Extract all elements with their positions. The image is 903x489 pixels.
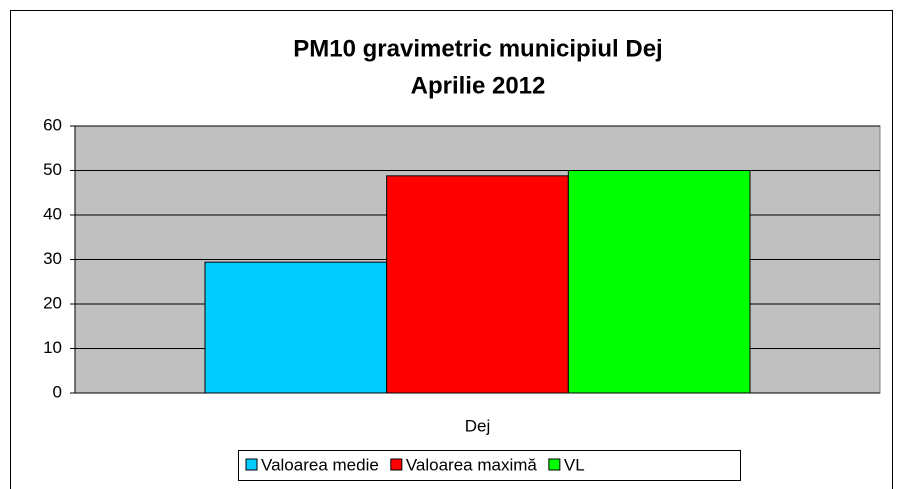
y-tick-label: 20 — [43, 293, 62, 312]
y-tick-label: 40 — [43, 204, 62, 223]
x-tick-label: Dej — [465, 416, 491, 435]
legend-label: Valoarea maximă — [406, 455, 538, 474]
y-tick-label: 30 — [43, 249, 62, 268]
y-tick-label: 0 — [53, 382, 62, 401]
legend-swatch — [245, 458, 258, 471]
bar — [567, 170, 751, 394]
y-tick-label: 50 — [43, 160, 62, 179]
legend-box — [238, 450, 741, 481]
legend-swatch — [390, 458, 403, 471]
legend-label: VL — [564, 455, 585, 474]
chart-title: PM10 gravimetric municipiul Dej — [293, 35, 662, 62]
legend-swatch — [548, 458, 561, 471]
bar — [386, 175, 569, 394]
chart-subtitle: Aprilie 2012 — [411, 72, 546, 99]
bar — [204, 261, 388, 394]
legend-label: Valoarea medie — [261, 455, 379, 474]
y-tick-label: 60 — [43, 115, 62, 134]
y-tick-label: 10 — [43, 338, 62, 357]
